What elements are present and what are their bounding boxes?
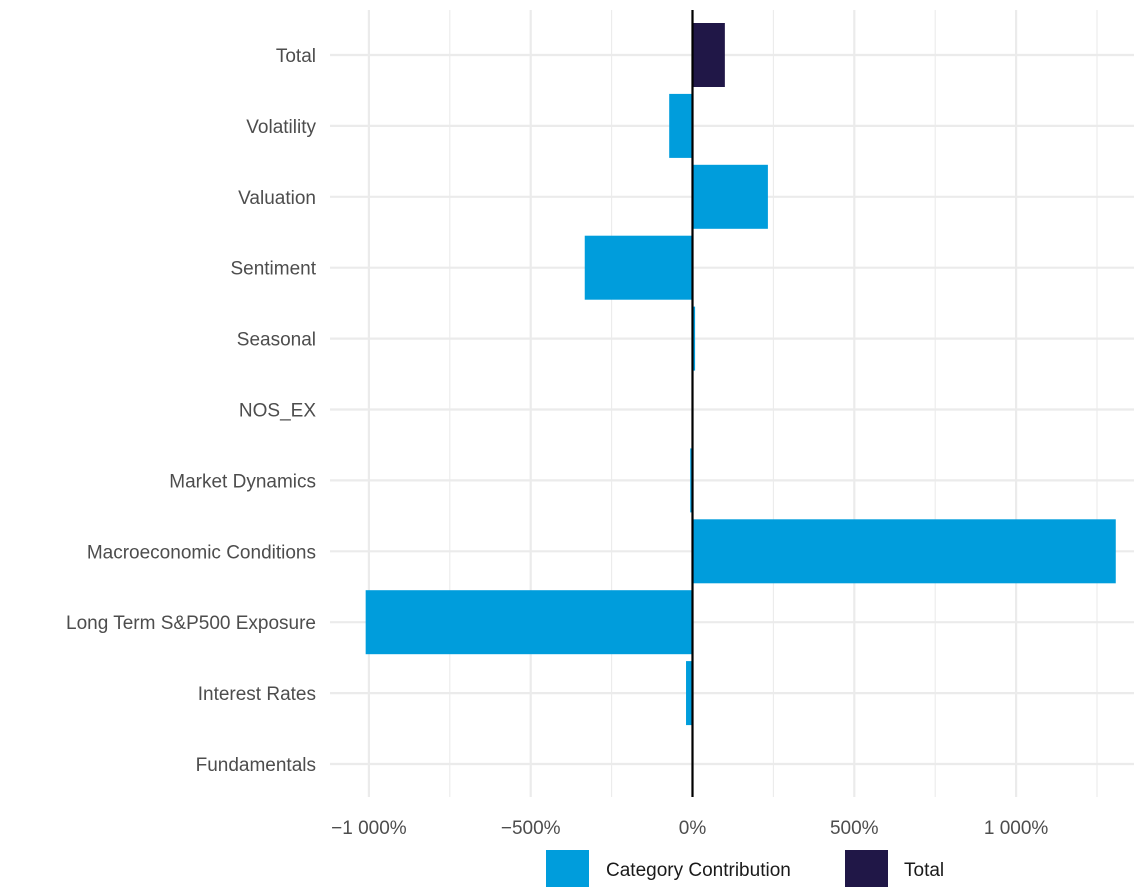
category-label-volatility: Volatility: [246, 117, 316, 138]
bars: [365, 23, 1116, 726]
x-tick-label: −1 000%: [331, 818, 407, 839]
legend-swatch-category-contribution: [546, 850, 589, 887]
category-label-interest-rates: Interest Rates: [198, 684, 316, 705]
category-label-macroeconomic-conditions: Macroeconomic Conditions: [87, 542, 316, 563]
category-label-fundamentals: Fundamentals: [196, 755, 316, 776]
category-label-sentiment: Sentiment: [230, 259, 316, 280]
category-label-seasonal: Seasonal: [237, 330, 316, 351]
legend-label-total: Total: [904, 860, 944, 881]
category-label-total: Total: [276, 46, 316, 67]
legend-swatch-total: [845, 850, 888, 887]
category-labels: Total Volatility Valuation Sentiment Seasona…: [66, 46, 317, 776]
category-label-market-dynamics: Market Dynamics: [169, 471, 316, 492]
bar-valuation: [692, 164, 768, 229]
bar-sentiment: [584, 235, 693, 300]
bar-seasonal: [692, 306, 696, 371]
x-tick-label: 500%: [830, 818, 879, 839]
major-gridlines: [330, 10, 1134, 797]
x-tick-labels: −1 000% −500% 0% 500% 1 000%: [331, 818, 1048, 839]
x-tick-label: 0%: [679, 818, 707, 839]
x-tick-label: −500%: [501, 818, 561, 839]
minor-gridlines: [449, 10, 1098, 797]
bar-interest-rates: [686, 661, 693, 726]
x-tick-label: 1 000%: [984, 818, 1049, 839]
bar-market-dynamics: [690, 448, 693, 513]
legend: Category Contribution Total: [546, 850, 944, 887]
bar-macroeconomic-conditions: [692, 519, 1116, 584]
bar-long-term-s-p500-exposure: [365, 590, 693, 655]
category-label-nos-ex: NOS_EX: [239, 401, 316, 422]
category-label-long-term-s-p500-exposure: Long Term S&P500 Exposure: [66, 613, 316, 634]
legend-label-category-contribution: Category Contribution: [606, 860, 791, 881]
bar-total: [692, 23, 725, 87]
bar-volatility: [669, 93, 693, 158]
category-label-valuation: Valuation: [238, 188, 316, 209]
